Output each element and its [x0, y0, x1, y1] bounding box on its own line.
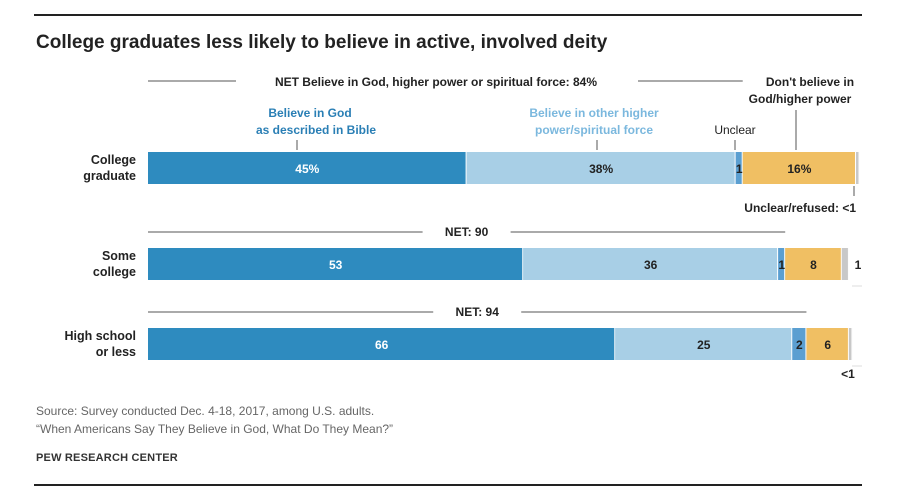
segment-divider	[847, 328, 849, 360]
data-label: 36	[644, 258, 658, 272]
bar-segment	[615, 328, 793, 360]
net-label: NET: 90	[445, 225, 489, 239]
bar-segment	[735, 152, 743, 184]
unclear-refused-label: Unclear/refused: <1	[744, 201, 856, 215]
segment-divider	[784, 248, 786, 280]
segment-divider	[805, 328, 807, 360]
segment-divider	[855, 152, 856, 184]
bar-segment	[148, 328, 616, 360]
segment-divider	[858, 152, 860, 184]
category-label: or less	[96, 345, 136, 359]
data-label: 53	[329, 258, 343, 272]
other-power-label: Believe in other higher	[529, 106, 659, 120]
category-label: college	[93, 265, 136, 279]
segment-divider	[741, 152, 743, 184]
data-label: <1	[841, 367, 855, 381]
data-label: 25	[697, 338, 711, 352]
bar-segment	[148, 248, 524, 280]
bar-segment	[742, 152, 856, 184]
segment-divider	[847, 248, 849, 280]
bar-segment	[148, 152, 467, 184]
unclear-label: Unclear	[714, 123, 755, 137]
bottom-rule	[34, 484, 862, 486]
segment-divider	[734, 152, 736, 184]
bar-segment	[841, 248, 849, 280]
category-label: graduate	[83, 169, 136, 183]
data-label: 8	[810, 258, 817, 272]
category-label: Some	[102, 249, 136, 263]
segment-divider	[840, 248, 842, 280]
segment-divider	[465, 152, 467, 184]
data-label: 66	[375, 338, 389, 352]
chart-title: College graduates less likely to believe…	[36, 32, 608, 53]
category-label: College	[91, 153, 136, 167]
data-label: 6	[824, 338, 831, 352]
category-label: High school	[64, 329, 136, 343]
segment-divider	[851, 328, 853, 360]
dont-believe-label: God/higher power	[749, 92, 852, 106]
organization-name: PEW RESEARCH CENTER	[36, 452, 178, 464]
data-label: 38%	[589, 162, 613, 176]
bar-segment	[792, 328, 807, 360]
segment-divider	[777, 248, 779, 280]
dont-believe-label: Don't believe in	[766, 75, 854, 89]
source-line-1: Source: Survey conducted Dec. 4-18, 2017…	[36, 404, 375, 418]
bible-label: Believe in God	[268, 106, 351, 120]
top-rule	[34, 14, 862, 16]
segment-divider	[522, 248, 524, 280]
bar-segment	[523, 248, 779, 280]
source-line-2: “When Americans Say They Believe in God,…	[36, 422, 394, 436]
data-label: 2	[796, 338, 803, 352]
bar-segment	[848, 328, 853, 360]
bar-segment	[785, 248, 842, 280]
data-label: 1	[855, 258, 862, 272]
segment-divider	[614, 328, 616, 360]
data-label: 16%	[787, 162, 811, 176]
bar-segment	[806, 328, 849, 360]
data-label: 1	[736, 162, 743, 176]
data-label: 1	[778, 258, 785, 272]
net-label: NET: 94	[456, 305, 500, 319]
segment-divider	[791, 328, 793, 360]
bible-label: as described in Bible	[256, 123, 376, 137]
bar-segment	[856, 152, 860, 184]
bar-segment	[778, 248, 786, 280]
data-label: 45%	[295, 162, 319, 176]
other-power-label: power/spiritual force	[535, 123, 653, 137]
bar-segment	[466, 152, 736, 184]
net-believe-label: NET Believe in God, higher power or spir…	[275, 75, 597, 89]
